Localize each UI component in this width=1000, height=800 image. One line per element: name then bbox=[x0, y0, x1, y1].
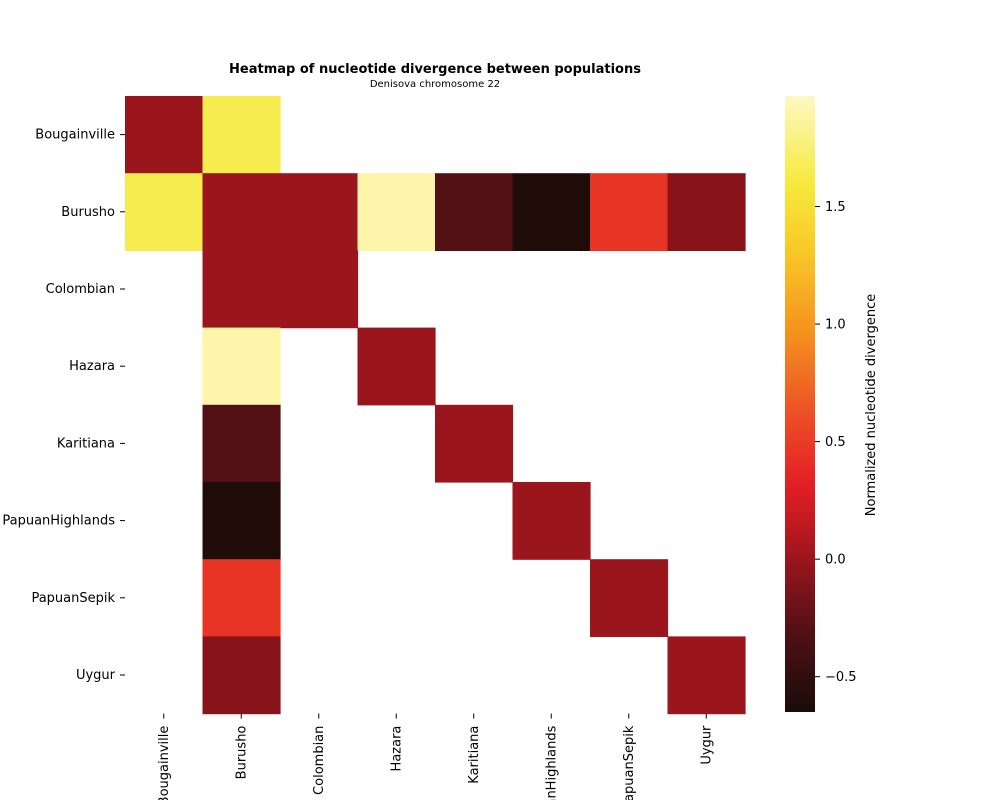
x-tick-label: Uygur bbox=[699, 725, 714, 765]
colorbar-tick-label: 1.0 bbox=[825, 318, 846, 333]
heatmap-cell-Uygur-Uygur bbox=[667, 636, 746, 715]
y-tick-label: Burusho bbox=[61, 205, 115, 220]
heatmap-cell-Bougainville-Bougainville bbox=[125, 96, 204, 174]
heatmap-cell-Bougainville-Burusho bbox=[202, 96, 281, 174]
y-tick-label: Colombian bbox=[46, 282, 115, 297]
heatmap-cell-Uygur-Burusho bbox=[202, 636, 281, 715]
y-tick-label: Hazara bbox=[69, 359, 115, 374]
heatmap-cells bbox=[125, 96, 746, 715]
heatmap-cell-Burusho-Hazara bbox=[357, 173, 436, 251]
x-tick-label: Hazara bbox=[389, 726, 404, 772]
x-tick-label: Burusho bbox=[234, 726, 249, 780]
colorbar-label: Normalized nucleotide divergence bbox=[864, 294, 879, 516]
chart-title: Heatmap of nucleotide divergence between… bbox=[229, 62, 641, 77]
heatmap-cell-PapuanHighlands-PapuanHighlands bbox=[512, 482, 591, 560]
heatmap-cell-Colombian-Colombian bbox=[280, 250, 359, 329]
colorbar-gradient bbox=[785, 96, 815, 712]
heatmap-cell-PapuanSepik-PapuanSepik bbox=[590, 559, 669, 637]
heatmap-cell-PapuanSepik-Burusho bbox=[202, 559, 281, 637]
x-tick-label: PapuanHighlands bbox=[544, 725, 559, 800]
heatmap-cell-Burusho-Colombian bbox=[280, 173, 359, 251]
y-tick-label: PapuanSepik bbox=[31, 591, 115, 606]
colorbar-tick-label: −0.5 bbox=[825, 670, 857, 685]
y-tick-label: Karitiana bbox=[57, 436, 115, 451]
y-tick-label: Uygur bbox=[76, 668, 116, 683]
heatmap-cell-Burusho-PapuanSepik bbox=[590, 173, 669, 251]
heatmap-cell-Burusho-Uygur bbox=[667, 173, 746, 251]
chart-subtitle: Denisova chromosome 22 bbox=[369, 79, 501, 90]
heatmap-cell-Burusho-PapuanHighlands bbox=[512, 173, 591, 251]
heatmap-cell-Burusho-Burusho bbox=[202, 173, 281, 251]
heatmap-cell-Hazara-Burusho bbox=[202, 327, 281, 406]
x-tick-label: Colombian bbox=[312, 726, 327, 795]
heatmap-cell-Karitiana-Karitiana bbox=[435, 404, 514, 483]
x-tick-label: Karitiana bbox=[467, 726, 482, 784]
x-tick-label: PapuanSepik bbox=[622, 725, 637, 800]
x-tick-label: Bougainville bbox=[157, 726, 172, 800]
heatmap-cell-Burusho-Bougainville bbox=[125, 173, 204, 251]
colorbar-tick-label: 1.5 bbox=[825, 200, 846, 215]
heatmap-cell-Colombian-Burusho bbox=[202, 250, 281, 329]
y-tick-label: PapuanHighlands bbox=[2, 514, 115, 529]
y-tick-labels: Bougainville Burusho Colombian Hazara Kariti… bbox=[2, 128, 125, 683]
colorbar: −0.5 0.0 0.5 1.0 1.5 Normalized nucleotide di… bbox=[785, 96, 879, 712]
heatmap-cell-Karitiana-Burusho bbox=[202, 404, 281, 483]
heatmap-cell-PapuanHighlands-Burusho bbox=[202, 482, 281, 560]
y-tick-label: Bougainville bbox=[35, 128, 115, 143]
x-tick-labels: Bougainville Burusho Colombian Hazara Kariti… bbox=[157, 713, 714, 800]
heatmap-cell-Burusho-Karitiana bbox=[435, 173, 514, 251]
colorbar-tick-label: 0.5 bbox=[825, 435, 846, 450]
colorbar-tick-label: 0.0 bbox=[825, 553, 846, 568]
heatmap-cell-Hazara-Hazara bbox=[357, 327, 436, 406]
